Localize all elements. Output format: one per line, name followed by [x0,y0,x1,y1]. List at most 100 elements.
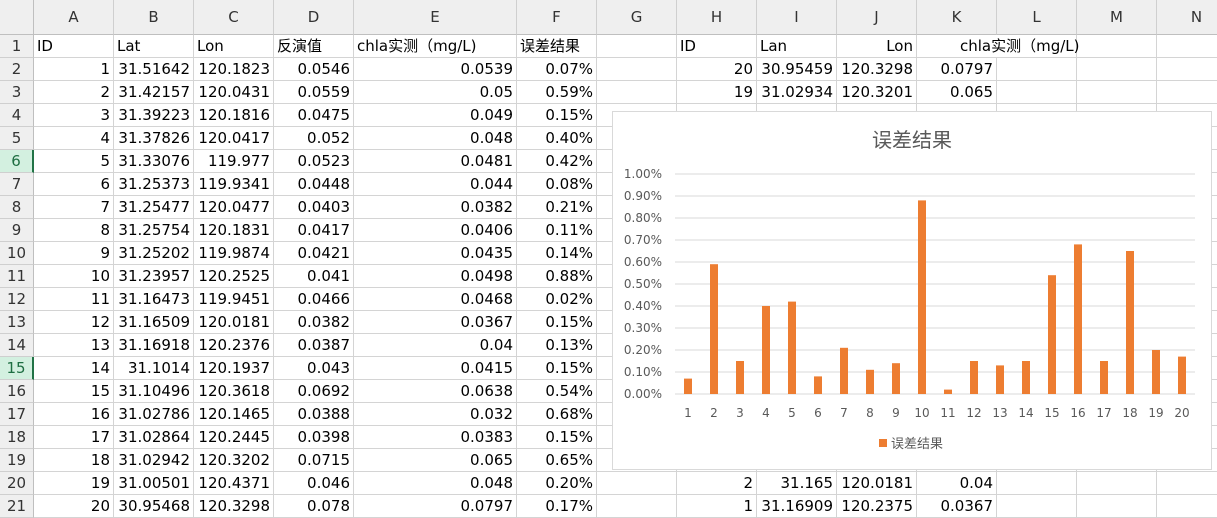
row-header-3[interactable]: 3 [0,81,34,104]
header-cell[interactable]: Lon [837,35,917,58]
data-cell[interactable]: 0.07% [517,58,597,81]
data-cell[interactable]: 13 [34,334,114,357]
data-cell[interactable]: 31.25373 [114,173,194,196]
empty-cell[interactable] [1077,495,1157,518]
data-cell[interactable]: 0.40% [517,127,597,150]
data-cell[interactable]: 0.15% [517,311,597,334]
row-header-5[interactable]: 5 [0,127,34,150]
data-cell[interactable]: 0.0398 [274,426,354,449]
data-cell[interactable]: 0.04 [917,472,997,495]
empty-cell[interactable] [597,81,677,104]
data-cell[interactable]: 0.0468 [354,288,517,311]
data-cell[interactable]: 120.1831 [194,219,274,242]
empty-cell[interactable] [1077,35,1157,58]
data-cell[interactable]: 2 [34,81,114,104]
data-cell[interactable]: 0.68% [517,403,597,426]
empty-cell[interactable] [1157,81,1217,104]
data-cell[interactable]: 0.0466 [274,288,354,311]
empty-cell[interactable] [1157,58,1217,81]
data-cell[interactable]: 4 [34,127,114,150]
data-cell[interactable]: 0.078 [274,495,354,518]
data-cell[interactable]: 0.041 [274,265,354,288]
data-cell[interactable]: 31.02864 [114,426,194,449]
data-cell[interactable]: 20 [677,58,757,81]
data-cell[interactable]: 120.3201 [837,81,917,104]
row-header-2[interactable]: 2 [0,58,34,81]
data-cell[interactable]: 0.42% [517,150,597,173]
data-cell[interactable]: 31.25202 [114,242,194,265]
column-header-f[interactable]: F [517,0,597,35]
select-all-corner[interactable] [0,0,34,35]
data-cell[interactable]: 8 [34,219,114,242]
empty-cell[interactable] [597,58,677,81]
data-cell[interactable]: 0.052 [274,127,354,150]
data-cell[interactable]: 120.0477 [194,196,274,219]
data-cell[interactable]: 0.14% [517,242,597,265]
data-cell[interactable]: 10 [34,265,114,288]
column-header-i[interactable]: I [757,0,837,35]
row-header-1[interactable]: 1 [0,35,34,58]
data-cell[interactable]: 0.0367 [354,311,517,334]
data-cell[interactable]: 0.0415 [354,357,517,380]
data-cell[interactable]: 31.23957 [114,265,194,288]
data-cell[interactable]: 0.0539 [354,58,517,81]
data-cell[interactable]: 120.1937 [194,357,274,380]
data-cell[interactable]: 120.1823 [194,58,274,81]
row-header-17[interactable]: 17 [0,403,34,426]
data-cell[interactable]: 0.17% [517,495,597,518]
data-cell[interactable]: 0.043 [274,357,354,380]
data-cell[interactable]: 3 [34,104,114,127]
header-cell[interactable]: chla实测（mg/L) [354,35,517,58]
data-cell[interactable]: 120.2375 [837,495,917,518]
data-cell[interactable]: 0.065 [917,81,997,104]
data-cell[interactable]: 0.0523 [274,150,354,173]
data-cell[interactable]: 0.0475 [274,104,354,127]
data-cell[interactable]: 9 [34,242,114,265]
row-header-10[interactable]: 10 [0,242,34,265]
data-cell[interactable]: 119.977 [194,150,274,173]
header-cell[interactable]: 反演值 [274,35,354,58]
data-cell[interactable]: 0.0388 [274,403,354,426]
row-header-14[interactable]: 14 [0,334,34,357]
data-cell[interactable]: 31.37826 [114,127,194,150]
data-cell[interactable]: 0.0383 [354,426,517,449]
data-cell[interactable]: 0.0448 [274,173,354,196]
data-cell[interactable]: 11 [34,288,114,311]
data-cell[interactable]: 0.54% [517,380,597,403]
row-header-19[interactable]: 19 [0,449,34,472]
header-cell[interactable]: ID [34,35,114,58]
data-cell[interactable]: 1 [677,495,757,518]
data-cell[interactable]: 16 [34,403,114,426]
row-header-8[interactable]: 8 [0,196,34,219]
data-cell[interactable]: 0.032 [354,403,517,426]
row-header-13[interactable]: 13 [0,311,34,334]
data-cell[interactable]: 0.0638 [354,380,517,403]
data-cell[interactable]: 31.1014 [114,357,194,380]
data-cell[interactable]: 120.1816 [194,104,274,127]
data-cell[interactable]: 31.51642 [114,58,194,81]
data-cell[interactable]: 0.0421 [274,242,354,265]
empty-cell[interactable] [997,472,1077,495]
empty-cell[interactable] [1157,449,1217,472]
row-header-15[interactable]: 15 [0,357,34,380]
empty-cell[interactable] [597,35,677,58]
data-cell[interactable]: 120.0181 [194,311,274,334]
data-cell[interactable]: 0.15% [517,104,597,127]
data-cell[interactable]: 0.0692 [274,380,354,403]
column-header-m[interactable]: M [1077,0,1157,35]
data-cell[interactable]: 0.13% [517,334,597,357]
data-cell[interactable]: 0.20% [517,472,597,495]
column-header-h[interactable]: H [677,0,757,35]
data-cell[interactable]: 0.048 [354,127,517,150]
data-cell[interactable]: 0.88% [517,265,597,288]
data-cell[interactable]: 12 [34,311,114,334]
data-cell[interactable]: 31.42157 [114,81,194,104]
data-cell[interactable]: 0.65% [517,449,597,472]
data-cell[interactable]: 2 [677,472,757,495]
data-cell[interactable]: 0.049 [354,104,517,127]
data-cell[interactable]: 14 [34,357,114,380]
data-cell[interactable]: 120.0181 [837,472,917,495]
header-cell[interactable]: Lan [757,35,837,58]
data-cell[interactable]: 0.0498 [354,265,517,288]
column-header-e[interactable]: E [354,0,517,35]
